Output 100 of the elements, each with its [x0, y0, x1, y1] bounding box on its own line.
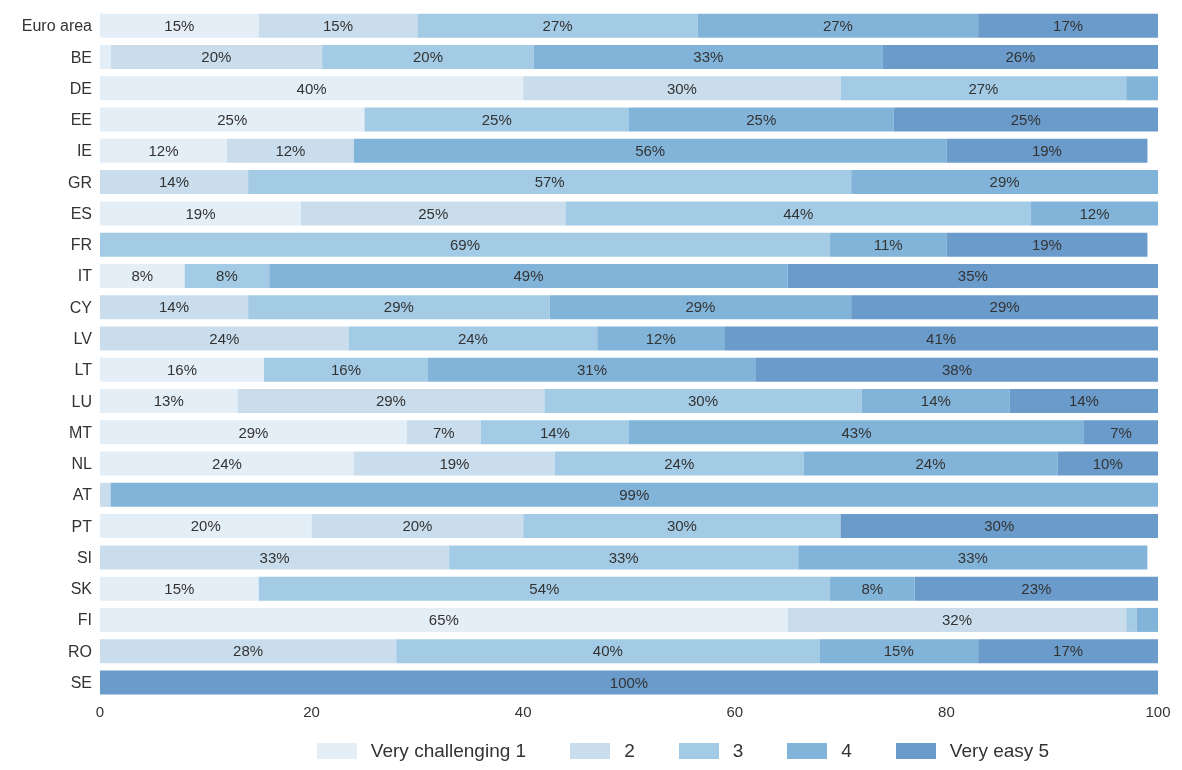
bar	[787, 607, 1127, 632]
data-label: 20%	[412, 48, 443, 66]
x-tick-label: 100	[1145, 702, 1171, 720]
bar	[100, 670, 1158, 695]
data-label: 28%	[233, 642, 264, 660]
data-label: 25%	[746, 110, 777, 128]
x-tick-label: 20	[303, 702, 320, 720]
legend-label: 2	[624, 740, 635, 762]
bar	[237, 389, 545, 414]
legend-label: Very challenging 1	[370, 740, 527, 762]
bar	[269, 263, 788, 288]
data-label: 11%	[873, 235, 903, 253]
data-label: 41%	[926, 329, 957, 347]
data-label: 27%	[968, 79, 999, 97]
bar	[100, 326, 349, 351]
bar	[830, 232, 947, 257]
data-label: 15%	[323, 17, 354, 34]
y-tick-label: EE	[70, 111, 92, 129]
data-label: 15%	[164, 579, 195, 597]
bar	[544, 389, 862, 414]
bar	[364, 107, 629, 132]
y-tick-label: SI	[76, 548, 92, 566]
data-label: 33%	[693, 48, 724, 66]
y-tick-label: LU	[71, 392, 92, 410]
data-label: 8%	[131, 267, 154, 285]
bar	[100, 76, 524, 101]
bar	[258, 576, 831, 601]
bar	[597, 326, 725, 351]
bar	[248, 170, 852, 195]
bar	[565, 201, 1032, 226]
bar	[946, 138, 1148, 163]
bar	[100, 45, 111, 70]
data-label: 99%	[619, 486, 650, 504]
legend-label: Very easy 5	[949, 740, 1050, 762]
bar	[100, 201, 302, 226]
data-label: 19%	[439, 454, 470, 472]
bar	[100, 295, 249, 320]
bar	[1031, 201, 1158, 226]
y-tick-label: DE	[69, 79, 92, 97]
bar	[840, 76, 1127, 101]
bar	[819, 639, 979, 664]
data-label: 20%	[402, 517, 433, 535]
data-label: 25%	[217, 110, 248, 128]
data-label: 14%	[159, 298, 190, 316]
data-label: 29%	[989, 298, 1020, 316]
bar	[851, 295, 1158, 320]
data-label: 12%	[645, 329, 676, 347]
bar	[263, 357, 428, 382]
x-tick-label: 0	[95, 702, 105, 720]
bar	[100, 451, 354, 476]
bar	[100, 232, 831, 257]
bar	[787, 263, 1158, 288]
data-label: 12%	[275, 142, 306, 160]
bar	[533, 45, 883, 70]
bar	[100, 389, 238, 414]
data-label: 56%	[635, 142, 666, 160]
bar	[226, 138, 354, 163]
data-label: 12%	[1079, 204, 1110, 222]
bar	[100, 607, 788, 632]
bar	[248, 295, 550, 320]
data-label: 8%	[216, 267, 238, 285]
bar	[322, 45, 534, 70]
data-label: 25%	[481, 110, 512, 128]
bar	[830, 576, 915, 601]
data-label: 17%	[1053, 17, 1084, 34]
data-label: 14%	[1068, 392, 1099, 410]
data-label: 40%	[592, 642, 623, 660]
bar	[258, 13, 418, 38]
bar	[851, 170, 1158, 195]
data-label: 30%	[984, 517, 1015, 535]
data-label: 20%	[201, 48, 232, 66]
bar	[311, 514, 524, 539]
bar	[861, 389, 1010, 414]
data-label: 15%	[883, 642, 914, 660]
bar	[100, 263, 185, 288]
bar	[803, 451, 1058, 476]
x-tick-label: 40	[514, 702, 532, 720]
data-label: 24%	[211, 454, 242, 472]
data-label: 24%	[664, 454, 695, 472]
bar	[840, 514, 1158, 539]
data-label: 19%	[1031, 235, 1062, 253]
bar	[100, 138, 227, 163]
bar	[348, 326, 598, 351]
y-tick-label: AT	[72, 486, 93, 504]
bar	[882, 45, 1158, 70]
bar	[523, 514, 841, 539]
legend-label: 3	[732, 740, 744, 762]
data-label: 26%	[1005, 48, 1036, 66]
data-label: 40%	[296, 79, 327, 97]
data-label: 30%	[666, 517, 697, 535]
y-tick-label: BE	[70, 48, 92, 66]
y-tick-label: LT	[74, 361, 93, 379]
bar	[523, 76, 841, 101]
y-tick-label: IT	[77, 267, 93, 285]
bar	[110, 482, 1158, 507]
data-label: 30%	[688, 392, 719, 410]
bar	[724, 326, 1158, 351]
data-label: 16%	[166, 361, 198, 378]
data-label: 33%	[957, 548, 988, 566]
data-label: 69%	[449, 235, 481, 253]
